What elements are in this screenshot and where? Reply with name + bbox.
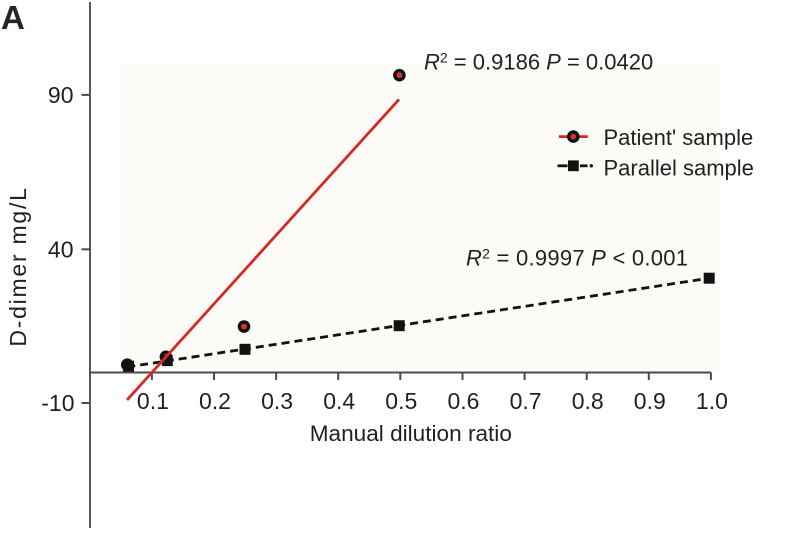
svg-text:0.5: 0.5 [385,388,417,414]
svg-text:0.9: 0.9 [634,388,666,414]
svg-text:0.8: 0.8 [572,388,604,414]
svg-text:-10: -10 [41,390,74,416]
svg-text:0.2: 0.2 [199,388,231,414]
svg-text:Patient' sample: Patient' sample [604,125,754,150]
svg-text:40: 40 [48,236,74,262]
svg-text:R2 = 0.9997 P < 0.001: R2 = 0.9997 P < 0.001 [466,246,688,271]
svg-text:Manual dilution ratio: Manual dilution ratio [310,421,512,446]
svg-text:1.0: 1.0 [696,388,728,414]
svg-text:90: 90 [48,82,74,108]
svg-text:A: A [1,0,25,36]
svg-text:0.6: 0.6 [448,388,480,414]
svg-text:0.7: 0.7 [510,388,542,414]
svg-text:R2 = 0.9186 P = 0.0420: R2 = 0.9186 P = 0.0420 [424,50,653,75]
svg-text:0.3: 0.3 [261,388,293,414]
svg-text:Parallel sample: Parallel sample [604,156,754,181]
svg-text:0.1: 0.1 [137,388,169,414]
svg-text:0.4: 0.4 [323,388,355,414]
svg-text:D-dimer mg/L: D-dimer mg/L [5,186,31,346]
